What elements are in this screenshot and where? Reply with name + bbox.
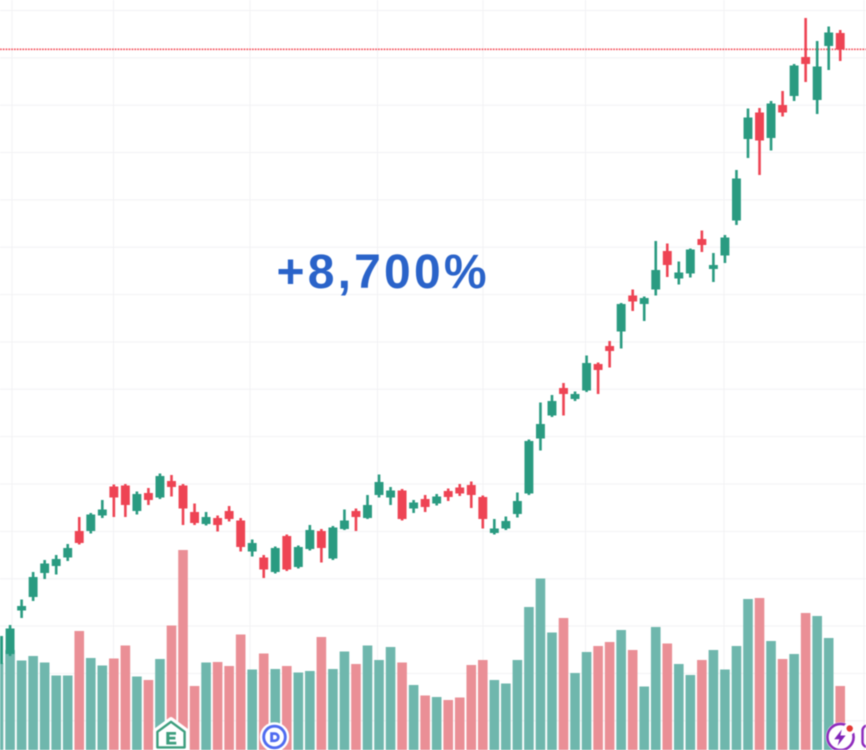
svg-text:+8,700%: +8,700% bbox=[277, 246, 490, 299]
